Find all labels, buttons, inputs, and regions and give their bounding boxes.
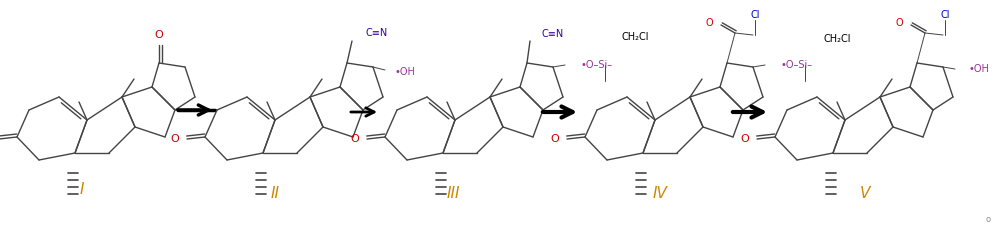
Text: O: O [550,134,559,144]
Text: C≡N: C≡N [542,29,564,39]
Text: Cl: Cl [940,10,950,20]
Text: •OH: •OH [395,67,416,77]
Text: V: V [860,185,870,200]
Text: •OH: •OH [969,64,990,74]
Text: O: O [740,134,749,144]
Text: Cl: Cl [750,10,760,20]
Text: O: O [155,30,163,40]
Text: I: I [80,183,84,197]
Text: III: III [446,185,460,200]
Text: O: O [895,18,903,28]
Text: •O–Si–: •O–Si– [581,60,613,70]
Text: O: O [705,18,713,28]
Text: IV: IV [653,185,667,200]
Text: O: O [170,134,179,144]
Text: •O–Si–: •O–Si– [781,60,813,70]
Text: CH₂Cl: CH₂Cl [621,32,648,42]
Text: C≡N: C≡N [366,28,388,38]
Text: o: o [985,215,991,225]
Text: O: O [350,134,359,144]
Text: CH₂Cl: CH₂Cl [823,34,850,44]
Text: II: II [270,185,280,200]
